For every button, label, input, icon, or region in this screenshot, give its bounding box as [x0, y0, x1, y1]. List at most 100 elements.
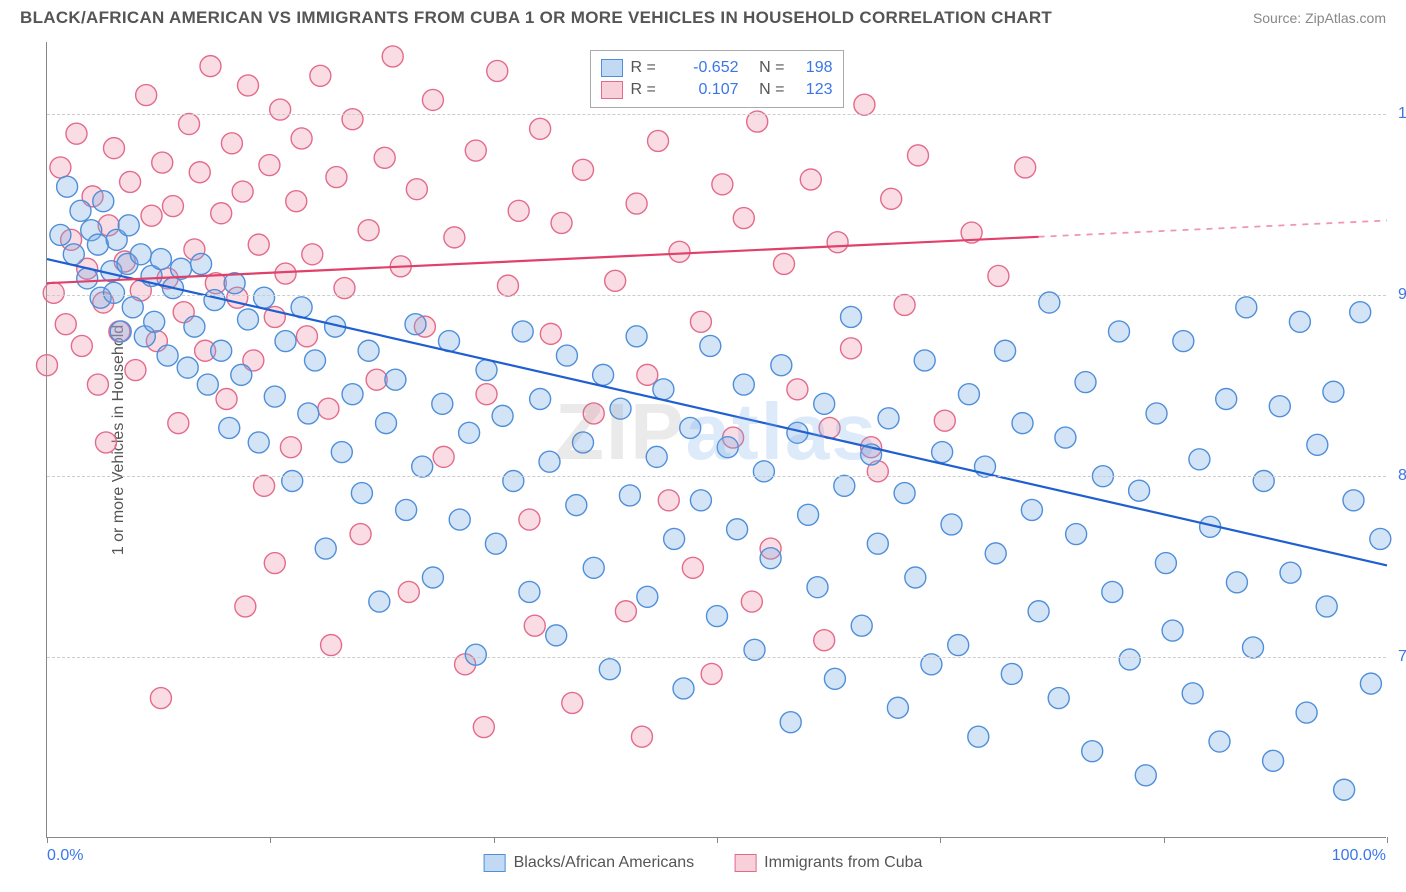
- scatter-point: [760, 548, 781, 569]
- scatter-point: [800, 169, 821, 190]
- legend-item-pink: Immigrants from Cuba: [734, 854, 922, 872]
- scatter-point: [648, 130, 669, 151]
- x-tick: [1164, 837, 1165, 843]
- scatter-point: [444, 227, 465, 248]
- scatter-point: [1102, 581, 1123, 602]
- scatter-point: [476, 384, 497, 405]
- scatter-point: [615, 601, 636, 622]
- scatter-point: [405, 314, 426, 335]
- scatter-point: [905, 567, 926, 588]
- scatter-point: [302, 244, 323, 265]
- scatter-point: [551, 212, 572, 233]
- scatter-point: [1343, 490, 1364, 511]
- scatter-point: [150, 688, 171, 709]
- r-label: R =: [631, 81, 671, 99]
- scatter-point: [351, 483, 372, 504]
- scatter-point: [57, 176, 78, 197]
- n-value-pink: 123: [793, 81, 833, 99]
- scatter-point: [376, 413, 397, 434]
- scatter-point: [87, 374, 108, 395]
- scatter-point: [177, 357, 198, 378]
- series-legend: Blacks/African Americans Immigrants from…: [484, 854, 923, 872]
- scatter-point: [566, 495, 587, 516]
- scatter-point: [1182, 683, 1203, 704]
- scatter-point: [157, 345, 178, 366]
- scatter-point: [807, 577, 828, 598]
- r-value-pink: 0.107: [679, 81, 739, 99]
- scatter-point: [144, 311, 165, 332]
- scatter-point: [887, 697, 908, 718]
- swatch-blue-icon: [484, 854, 506, 872]
- x-tick: [940, 837, 941, 843]
- scatter-point: [235, 596, 256, 617]
- scatter-point: [118, 215, 139, 236]
- scatter-point: [546, 625, 567, 646]
- scatter-point: [908, 145, 929, 166]
- scatter-point: [573, 159, 594, 180]
- scatter-point: [264, 386, 285, 407]
- scatter-point: [1316, 596, 1337, 617]
- scatter-point: [433, 446, 454, 467]
- scatter-point: [1236, 297, 1257, 318]
- scatter-point: [487, 60, 508, 81]
- scatter-point: [232, 181, 253, 202]
- plot-area: R = -0.652 N = 198 R = 0.107 N = 123 ZIP…: [46, 42, 1386, 838]
- scatter-point: [87, 234, 108, 255]
- scatter-point: [690, 490, 711, 511]
- scatter-point: [626, 193, 647, 214]
- trend-line-extrapolated: [1039, 220, 1387, 236]
- scatter-point: [358, 340, 379, 361]
- scatter-point: [70, 200, 91, 221]
- scatter-point: [286, 191, 307, 212]
- x-axis-max-label: 100.0%: [1332, 847, 1386, 865]
- scatter-point: [680, 417, 701, 438]
- scatter-point: [125, 360, 146, 381]
- scatter-point: [63, 244, 84, 265]
- r-label: R =: [631, 59, 671, 77]
- scatter-point: [1173, 331, 1194, 352]
- scatter-point: [197, 374, 218, 395]
- scatter-point: [254, 475, 275, 496]
- scatter-point: [619, 485, 640, 506]
- scatter-point: [690, 311, 711, 332]
- scatter-point: [519, 509, 540, 530]
- scatter-point: [673, 678, 694, 699]
- scatter-point: [485, 533, 506, 554]
- scatter-point: [1269, 396, 1290, 417]
- swatch-pink-icon: [734, 854, 756, 872]
- scatter-point: [326, 167, 347, 188]
- scatter-point: [358, 220, 379, 241]
- x-tick: [1387, 837, 1388, 843]
- scatter-point: [1350, 302, 1371, 323]
- scatter-point: [1280, 562, 1301, 583]
- y-tick-label: 92.5%: [1390, 286, 1406, 304]
- scatter-point: [366, 369, 387, 390]
- scatter-point: [539, 451, 560, 472]
- scatter-point: [1146, 403, 1167, 424]
- scatter-point: [894, 294, 915, 315]
- scatter-point: [248, 234, 269, 255]
- scatter-point: [130, 244, 151, 265]
- scatter-point: [867, 533, 888, 554]
- scatter-point: [37, 355, 58, 376]
- scatter-point: [932, 442, 953, 463]
- scatter-point: [66, 123, 87, 144]
- scatter-point: [492, 405, 513, 426]
- gridline: [47, 295, 1386, 296]
- scatter-point: [305, 350, 326, 371]
- scatter-point: [593, 364, 614, 385]
- source-link[interactable]: ZipAtlas.com: [1305, 10, 1386, 26]
- scatter-point: [168, 413, 189, 434]
- scatter-point: [717, 437, 738, 458]
- chart-area: 1 or more Vehicles in Household R = -0.6…: [46, 42, 1386, 838]
- scatter-point: [422, 89, 443, 110]
- scatter-point: [50, 157, 71, 178]
- scatter-point: [733, 208, 754, 229]
- scatter-point: [473, 717, 494, 738]
- scatter-point: [669, 241, 690, 262]
- n-label: N =: [747, 81, 785, 99]
- scatter-point: [512, 321, 533, 342]
- scatter-point: [1066, 524, 1087, 545]
- scatter-point: [780, 712, 801, 733]
- swatch-pink-icon: [601, 81, 623, 99]
